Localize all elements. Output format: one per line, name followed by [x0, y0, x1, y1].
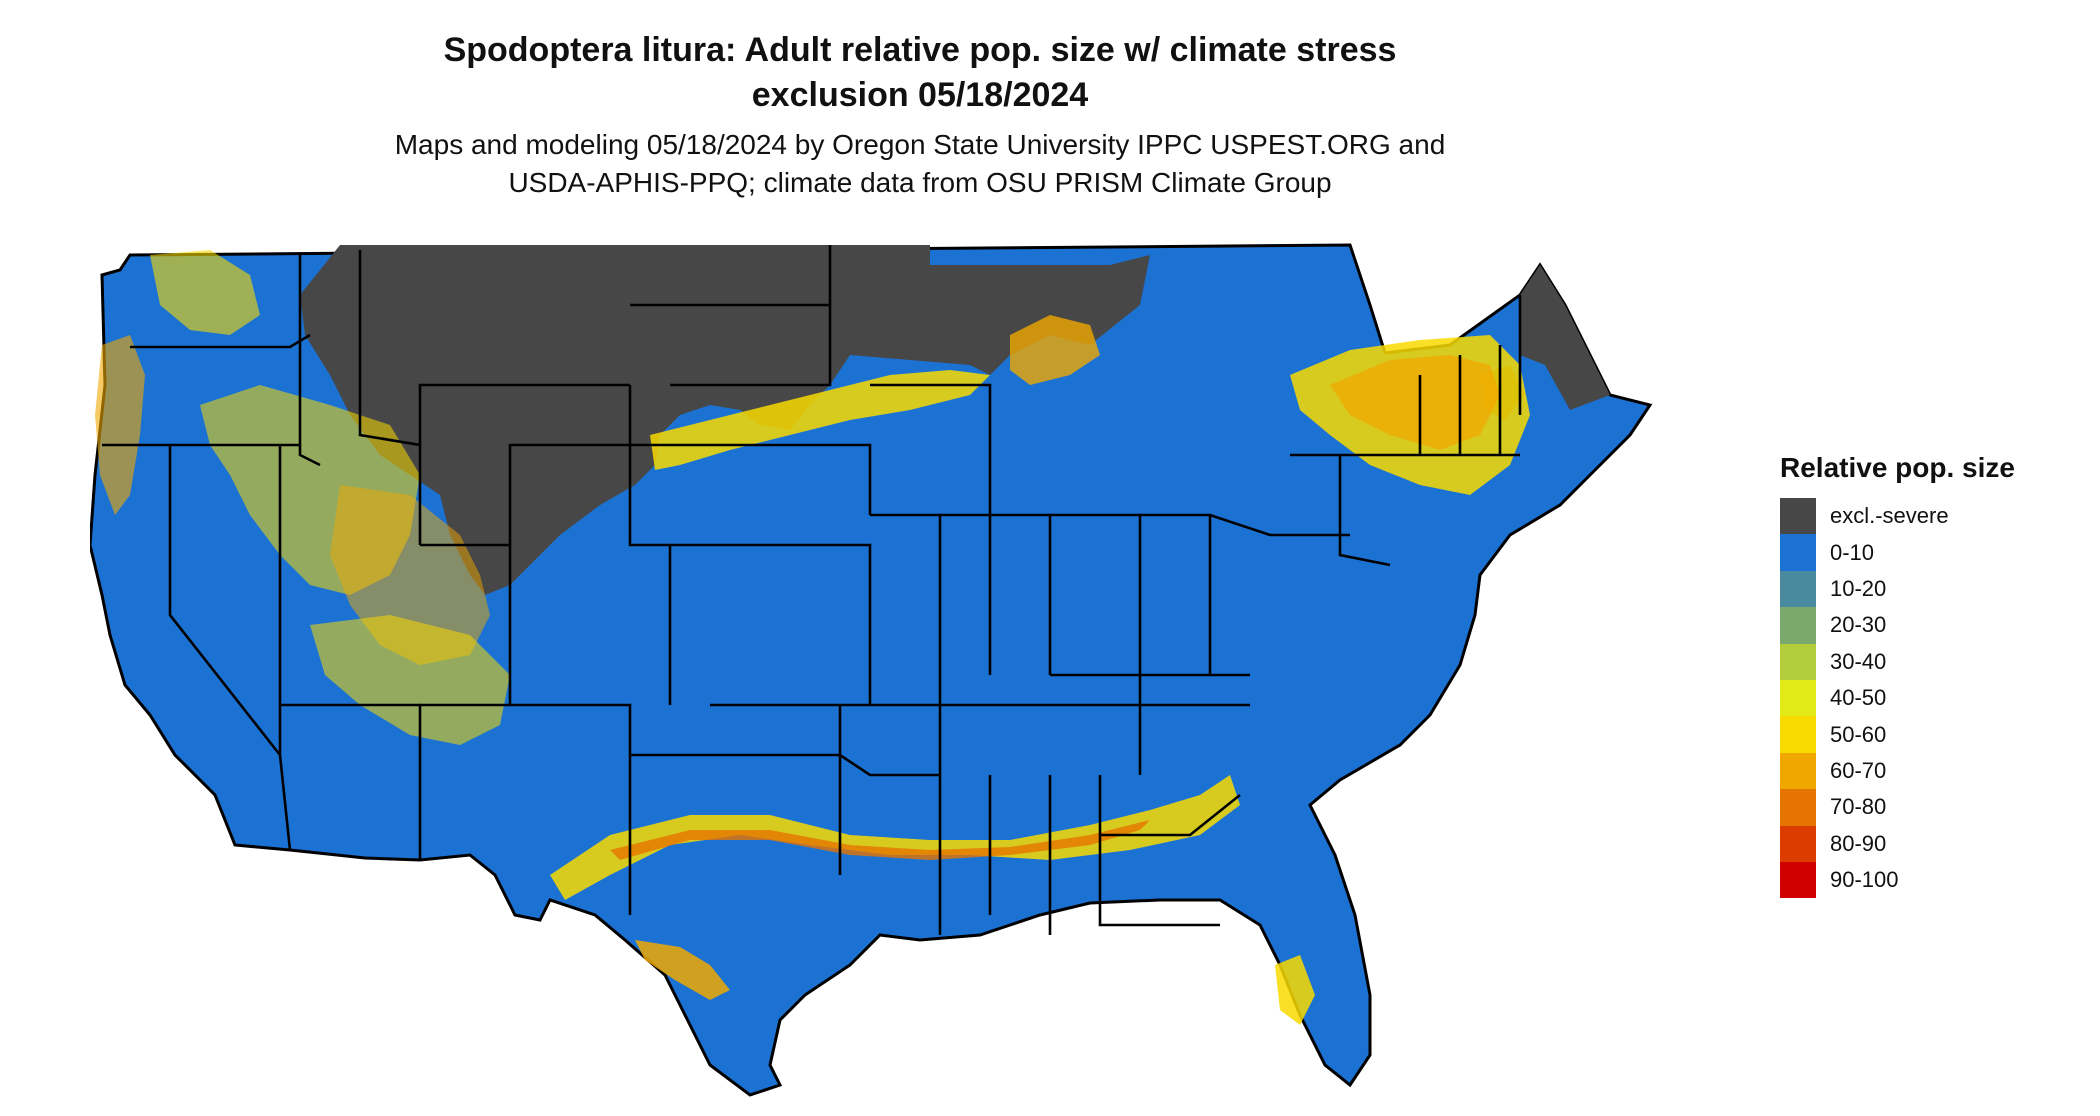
legend-swatch: [1780, 498, 1816, 535]
legend: Relative pop. size excl.-severe 0-10 10-…: [1780, 452, 2015, 899]
legend-item: 60-70: [1780, 752, 2015, 790]
legend-label: 40-50: [1830, 685, 1887, 711]
legend-label: 60-70: [1830, 757, 1887, 783]
suitable-band-northwest: [150, 250, 260, 335]
legend-item: 50-60: [1780, 716, 2015, 753]
suitable-band-northeast-core: [1330, 355, 1500, 450]
legend-label: 20-30: [1830, 612, 1887, 638]
legend-swatch: [1780, 679, 1816, 717]
map-subtitle: Maps and modeling 05/18/2024 by Oregon S…: [0, 126, 1840, 202]
legend-label: 0-10: [1830, 539, 1875, 565]
map-title-line-2: exclusion 05/18/2024: [751, 76, 1089, 114]
legend-swatch: [1780, 607, 1816, 644]
suitable-band-pacific-coast: [95, 335, 145, 515]
legend-swatch: [1780, 861, 1816, 899]
legend-title: Relative pop. size: [1780, 452, 2015, 483]
legend-item: 80-90: [1780, 825, 2015, 862]
legend-item: 90-100: [1780, 861, 2015, 899]
legend-swatch: [1780, 825, 1816, 862]
map-title-line-1: Spodoptera litura: Adult relative pop. s…: [443, 31, 1397, 69]
us-map: [90, 243, 1653, 1097]
legend-items: excl.-severe 0-10 10-20 20-30 30-40 40-5…: [1780, 498, 2015, 899]
excluded-region-northeast: [1520, 265, 1610, 410]
legend-swatch: [1780, 716, 1816, 753]
legend-swatch: [1780, 534, 1816, 571]
excluded-region-north: [300, 245, 1150, 595]
legend-label: 80-90: [1830, 830, 1887, 856]
legend-swatch: [1780, 752, 1816, 790]
legend-item: 0-10: [1780, 534, 2015, 571]
legend-label: 50-60: [1830, 721, 1887, 747]
suitable-band-southwest: [310, 615, 510, 745]
suitable-band-gulf-core: [610, 820, 1150, 860]
legend-item: 20-30: [1780, 607, 2015, 644]
map-subtitle-line-1: Maps and modeling 05/18/2024 by Oregon S…: [394, 129, 1446, 160]
suitable-band-michigan: [1010, 315, 1100, 385]
suitable-band-florida: [1275, 955, 1315, 1025]
legend-item: 40-50: [1780, 679, 2015, 717]
map-subtitle-line-2: USDA-APHIS-PPQ; climate data from OSU PR…: [508, 167, 1332, 198]
legend-swatch: [1780, 643, 1816, 680]
suitable-band-south-texas: [635, 940, 730, 1000]
legend-label: 90-100: [1830, 867, 1899, 893]
legend-item: 30-40: [1780, 643, 2015, 680]
map-title: Spodoptera litura: Adult relative pop. s…: [0, 28, 1840, 118]
legend-item: 10-20: [1780, 570, 2015, 608]
legend-label: 70-80: [1830, 794, 1887, 820]
state-boundaries: [102, 245, 1522, 935]
legend-swatch: [1780, 570, 1816, 608]
legend-item: 70-80: [1780, 789, 2015, 826]
legend-label: 30-40: [1830, 648, 1887, 674]
legend-item: excl.-severe: [1780, 498, 2015, 535]
legend-label: excl.-severe: [1830, 503, 1949, 529]
legend-swatch: [1780, 789, 1816, 826]
legend-label: 10-20: [1830, 575, 1887, 601]
